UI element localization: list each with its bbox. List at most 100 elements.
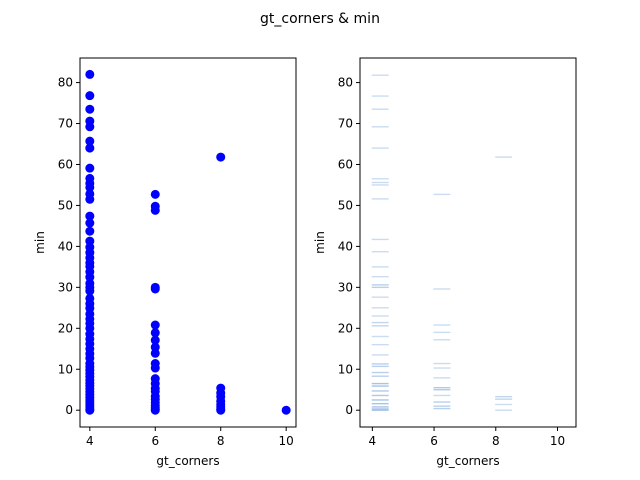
- scatter-point: [150, 205, 160, 215]
- scatter-point: [85, 122, 95, 132]
- histogram-bin: [433, 331, 451, 334]
- scatter-point: [150, 328, 160, 338]
- histogram-bin: [371, 307, 389, 309]
- x-tick-label: 6: [151, 434, 159, 448]
- histogram-bin: [433, 324, 451, 326]
- histogram-bin: [371, 408, 389, 410]
- y-axis-label: min: [313, 231, 327, 254]
- histogram-bin: [371, 406, 389, 408]
- histogram-bin: [371, 385, 389, 387]
- axes-frame: [359, 57, 577, 428]
- y-tick-label: 60: [338, 157, 353, 171]
- scatter-points: [85, 69, 291, 415]
- scatter-point: [85, 211, 95, 221]
- histogram-bin: [433, 367, 451, 369]
- y-tick-label: 30: [58, 280, 73, 294]
- histogram-plot: 4 6 8 10 0 10 20 30 40 50 60 70 80 gt_corners min: [313, 57, 577, 468]
- histogram-bin: [371, 178, 389, 180]
- scatter-point: [85, 69, 95, 79]
- histogram-bin: [371, 251, 389, 253]
- histogram-bin: [371, 108, 389, 110]
- scatter-point: [216, 405, 226, 415]
- scatter-point: [150, 363, 160, 373]
- y-tick-label: 20: [58, 321, 73, 335]
- scatter-point: [85, 136, 95, 146]
- histogram-bin: [371, 399, 389, 401]
- histogram-bin: [371, 354, 389, 356]
- scatter-point: [150, 284, 160, 294]
- scatter-point: [85, 405, 95, 415]
- scatter-point: [150, 348, 160, 358]
- histogram-bin: [433, 339, 451, 341]
- histogram-bin: [371, 266, 389, 268]
- y-tick-label: 10: [338, 362, 353, 376]
- histogram-bin: [433, 362, 451, 365]
- x-tick-label: 8: [217, 434, 225, 448]
- y-tick-label: 10: [58, 362, 73, 376]
- y-axis-label: min: [33, 231, 47, 254]
- y-tick-label: 50: [58, 198, 73, 212]
- y-tick-label: 30: [338, 280, 353, 294]
- scatter-point: [150, 320, 160, 330]
- x-axis-label: gt_corners: [156, 454, 219, 468]
- y-tick-label: 80: [58, 76, 73, 90]
- y-tick-label: 40: [58, 239, 73, 253]
- histogram-bin: [371, 198, 389, 200]
- histogram-bin: [371, 325, 389, 327]
- x-tick-label: 8: [492, 434, 500, 448]
- figure-suptitle: gt_corners & min: [260, 11, 380, 27]
- scatter-point: [85, 182, 95, 192]
- histogram-bin: [495, 409, 513, 411]
- scatter-point: [150, 405, 160, 415]
- histogram-bin: [495, 403, 513, 406]
- x-axis-label: gt_corners: [436, 454, 499, 468]
- x-tick-label: 10: [550, 434, 565, 448]
- histogram-bin: [371, 184, 389, 186]
- axes-frame: [79, 57, 297, 428]
- histogram-bin: [371, 365, 389, 368]
- scatter-point: [85, 104, 95, 114]
- histogram-bin: [433, 407, 451, 410]
- x-tick-label: 6: [430, 434, 438, 448]
- y-tick-label: 0: [345, 403, 353, 417]
- histogram-bin: [371, 238, 389, 241]
- histogram-bin: [371, 147, 389, 149]
- y-tick-label: 40: [338, 239, 353, 253]
- histogram-bin: [371, 371, 389, 374]
- histogram-bin: [495, 395, 513, 398]
- scatter-point: [85, 286, 95, 296]
- scatter-point: [216, 152, 226, 162]
- histogram-bin: [371, 363, 389, 365]
- scatter-point: [85, 91, 95, 101]
- histogram-bin: [371, 394, 389, 397]
- y-tick-label: 0: [65, 403, 73, 417]
- histogram-bin: [495, 398, 513, 400]
- histogram-bin: [371, 126, 389, 128]
- histogram-bin: [433, 405, 451, 407]
- y-tick-label: 70: [58, 117, 73, 131]
- histogram-bin: [371, 284, 389, 286]
- y-tick-label: 70: [338, 117, 353, 131]
- histogram-bin: [371, 375, 389, 377]
- histogram-bin: [371, 74, 389, 76]
- histogram-bin: [433, 386, 451, 389]
- scatter-point: [85, 163, 95, 173]
- y-tick-label: 20: [338, 321, 353, 335]
- scatter-plot: 4 6 8 10 0 10 20 30 40 50 60 70 80 gt_corners min: [33, 57, 297, 468]
- histogram-bin: [433, 377, 451, 379]
- histogram-bins: [371, 74, 513, 411]
- y-tick-label: 80: [338, 76, 353, 90]
- scatter-point: [150, 189, 160, 199]
- scatter-point: [85, 226, 95, 236]
- histogram-bin: [371, 409, 389, 411]
- histogram-bin: [371, 335, 389, 338]
- histogram-bin: [371, 402, 389, 405]
- histogram-bin: [433, 389, 451, 391]
- histogram-bin: [371, 321, 389, 324]
- scatter-point: [85, 194, 95, 204]
- histogram-bin: [371, 286, 389, 289]
- histogram-bin: [371, 343, 389, 346]
- scatter-point: [150, 335, 160, 345]
